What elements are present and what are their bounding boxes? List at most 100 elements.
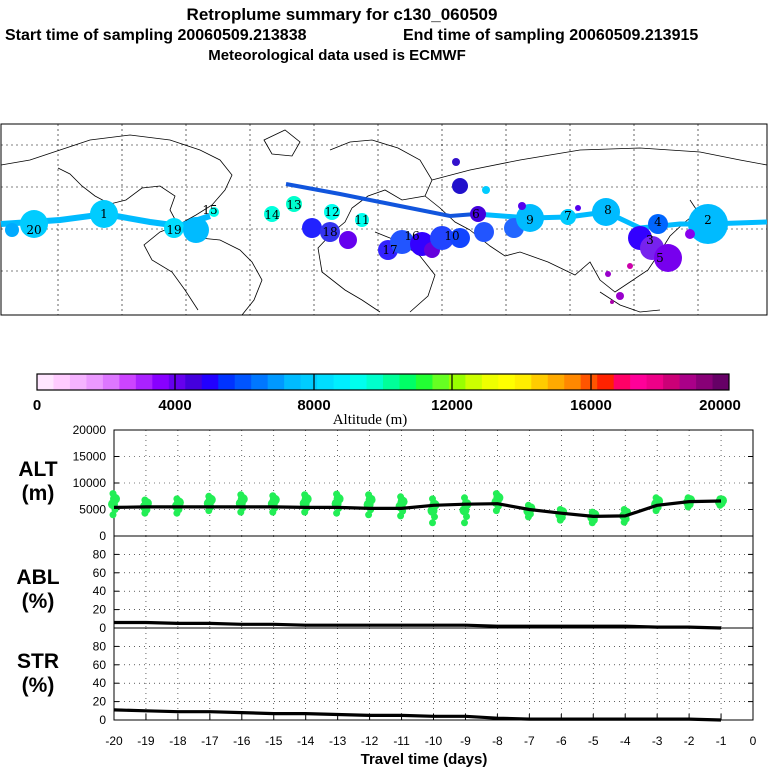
str-ytick-label: 20 xyxy=(93,695,107,709)
x-tick-label: -5 xyxy=(588,734,599,748)
str-panel-label-top: STR xyxy=(17,650,59,673)
alt-scatter-point xyxy=(429,519,436,527)
colorbar-cell xyxy=(300,374,318,390)
str-ytick-label: 40 xyxy=(93,676,107,690)
abl-ytick-label: 60 xyxy=(93,566,107,580)
sampling-end: End time of sampling 20060509.213915 xyxy=(403,27,698,44)
alt-scatter-point xyxy=(652,494,660,502)
alt-scatter-point xyxy=(588,508,596,516)
day-label-20: 20 xyxy=(26,223,41,237)
colorbar-cell xyxy=(366,374,384,390)
str-panel-label-bottom: (%) xyxy=(22,674,55,697)
plume-circle xyxy=(264,206,280,222)
alt-scatter-point xyxy=(492,490,500,498)
colorbar-cell xyxy=(102,374,120,390)
colorbar-cell xyxy=(69,374,87,390)
plume-circle xyxy=(302,218,322,238)
day-label-9: 9 xyxy=(526,213,534,227)
x-tick-label: -10 xyxy=(425,734,443,748)
x-tick-label: -19 xyxy=(137,734,155,748)
day-label-3: 3 xyxy=(646,233,654,247)
alt-ytick-label: 0 xyxy=(99,529,106,543)
plume-circle xyxy=(320,222,340,242)
x-tick-label: -16 xyxy=(233,734,251,748)
alt-scatter-point xyxy=(365,491,373,499)
alt-scatter-point xyxy=(173,495,181,503)
colorbar-cells xyxy=(37,374,730,390)
plume-circle xyxy=(688,204,728,244)
day-label-5: 5 xyxy=(656,251,664,265)
colorbar-cell xyxy=(284,374,302,390)
colorbar-cell xyxy=(646,374,664,390)
colorbar-cell xyxy=(218,374,236,390)
colorbar-tick-4000: 4000 xyxy=(158,397,191,414)
colorbar-cell xyxy=(135,374,153,390)
colorbar-cell xyxy=(399,374,417,390)
colorbar-cell xyxy=(234,374,252,390)
colorbar-cell xyxy=(498,374,516,390)
alt-ytick-label: 20000 xyxy=(73,423,107,437)
day-label-6: 6 xyxy=(472,207,480,221)
plume-circle xyxy=(592,198,620,226)
figure-title: Retroplume summary for c130_060509 xyxy=(187,5,498,24)
x-tick-label: -9 xyxy=(460,734,471,748)
plume-circle xyxy=(518,202,526,210)
colorbar-cell xyxy=(119,374,137,390)
alt-ytick-label: 10000 xyxy=(73,476,107,490)
colorbar-tick-16000: 16000 xyxy=(570,397,612,414)
alt-scatter-point xyxy=(301,491,309,499)
x-tick-label: 0 xyxy=(750,734,757,748)
colorbar-cell xyxy=(432,374,450,390)
day-label-19: 19 xyxy=(166,223,181,237)
colorbar-cell xyxy=(696,374,713,390)
plume-circle xyxy=(470,206,486,222)
plume-circle xyxy=(685,229,695,239)
alt-scatter-point xyxy=(620,506,628,513)
track-north xyxy=(285,182,477,219)
colorbar-tick-20000: 20000 xyxy=(699,397,741,414)
alt-scatter-point xyxy=(429,495,436,503)
plume-circle xyxy=(575,205,581,211)
x-axis-label: Travel time (days) xyxy=(361,751,488,768)
altitude-colorbar: 0 4000 8000 12000 16000 20000 Altitude (… xyxy=(33,373,741,428)
colorbar-cell xyxy=(317,374,334,390)
colorbar-tick-12000: 12000 xyxy=(431,397,473,414)
alt-scatter-point xyxy=(141,496,149,504)
alt-scatter-point xyxy=(109,511,117,519)
coastlines xyxy=(0,129,768,316)
plume-circle xyxy=(452,158,460,166)
colorbar-label: Altitude (m) xyxy=(333,412,408,428)
plume-circle xyxy=(452,178,468,194)
plume-circle xyxy=(450,228,470,248)
x-tick-label: -12 xyxy=(361,734,379,748)
colorbar-cell xyxy=(564,374,582,390)
plume-circles xyxy=(5,158,728,304)
plume-circle xyxy=(482,186,490,194)
plume-circle xyxy=(5,223,19,237)
colorbar-cell xyxy=(465,374,483,390)
abl-ytick-label: 20 xyxy=(93,603,107,617)
colorbar-tick-0: 0 xyxy=(33,397,41,414)
colorbar-cell xyxy=(251,374,269,390)
x-tick-label: -8 xyxy=(492,734,503,748)
colorbar-cell xyxy=(679,374,697,390)
colorbar-cell xyxy=(712,374,730,390)
x-tick-label: -1 xyxy=(716,734,727,748)
day-label-12: 12 xyxy=(324,205,339,219)
alt-panel-label-bottom: (m) xyxy=(22,482,55,505)
x-tick-label: -13 xyxy=(329,734,347,748)
day-label-4: 4 xyxy=(654,215,662,229)
alt-scatter-point xyxy=(205,492,213,500)
alt-ytick-label: 5000 xyxy=(79,503,106,517)
colorbar-cell xyxy=(547,374,565,390)
str-series-line xyxy=(113,708,722,722)
colorbar-cell xyxy=(514,374,532,390)
x-tick-label: -7 xyxy=(524,734,535,748)
abl-panel: 0 20 40 60 80 xyxy=(93,536,753,635)
x-tick-label: -4 xyxy=(620,734,631,748)
colorbar-cell xyxy=(580,374,598,390)
day-label-7: 7 xyxy=(564,209,572,223)
plume-circle xyxy=(390,230,414,254)
day-label-8: 8 xyxy=(604,203,612,217)
x-tick-label: -17 xyxy=(201,734,219,748)
